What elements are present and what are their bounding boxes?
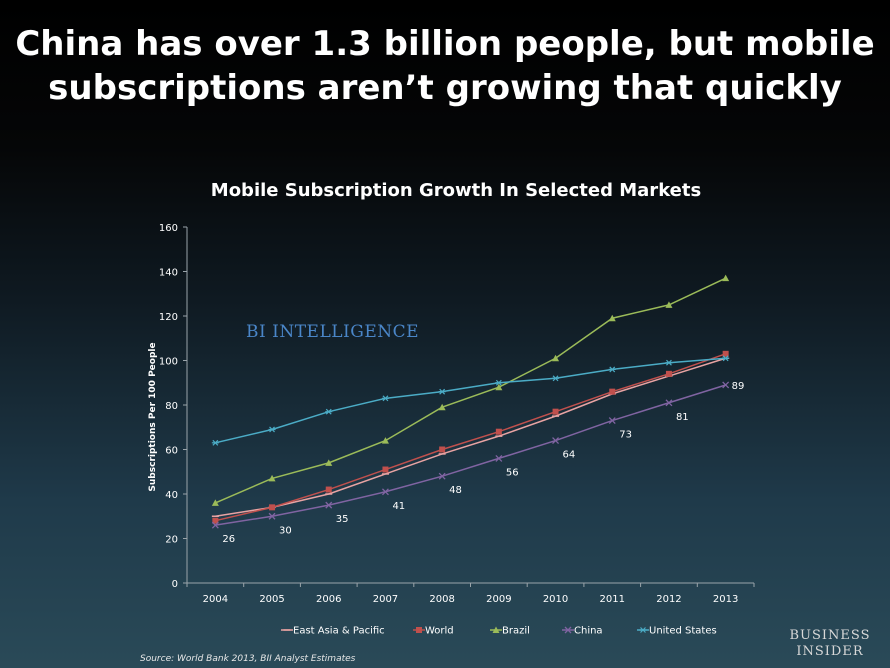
data-point-united-states	[325, 408, 333, 415]
y-tick-label: 0	[172, 579, 178, 590]
data-point-united-states	[552, 375, 560, 382]
data-point-china	[552, 437, 560, 445]
x-tick-label: 2013	[713, 594, 738, 605]
logo-line-2: INSIDER	[796, 644, 864, 659]
bi-intelligence-watermark: BI INTELLIGENCE	[246, 322, 420, 342]
data-point-brazil	[552, 354, 560, 362]
x-tick-label: 2011	[600, 594, 625, 605]
data-point-united-states	[268, 426, 276, 433]
x-tick-label: 2010	[543, 594, 568, 605]
data-point-china	[722, 381, 730, 389]
data-point-china	[438, 472, 446, 480]
data-point-china	[381, 488, 389, 496]
logo-line-1: BUSINESS	[789, 628, 871, 643]
legend-label-brazil: Brazil	[502, 626, 530, 637]
y-tick-label: 20	[165, 535, 178, 546]
data-point-united-states	[665, 359, 673, 366]
business-insider-logo: BUSINESS INSIDER	[780, 628, 880, 660]
data-point-world	[722, 350, 729, 357]
legend-label-east-asia-pacific: East Asia & Pacific	[293, 626, 385, 637]
data-point-world	[495, 428, 502, 435]
data-point-china	[268, 512, 276, 520]
x-tick-label: 2012	[656, 594, 681, 605]
chart-title: Mobile Subscription Growth In Selected M…	[210, 180, 702, 201]
data-point-brazil	[325, 459, 333, 466]
data-label-china: 89	[732, 381, 745, 392]
data-point-china	[211, 521, 219, 529]
legend-label-world: World	[425, 626, 454, 637]
x-tick-label: 2004	[203, 594, 228, 605]
data-label-china: 81	[676, 412, 689, 423]
legend-label-united-states: United States	[649, 626, 717, 637]
data-label-china: 73	[619, 430, 632, 441]
data-point-world	[212, 517, 219, 524]
data-point-united-states	[722, 355, 730, 362]
source-note: Source: World Bank 2013, BII Analyst Est…	[140, 654, 356, 664]
legend-marker-world	[416, 627, 422, 633]
y-tick-label: 140	[159, 268, 178, 279]
series-line-united-states	[215, 357, 726, 444]
headline-line-1: China has over 1.3 billion people, but m…	[15, 24, 875, 64]
data-point-world	[382, 466, 389, 473]
y-tick-label: 80	[165, 401, 178, 412]
data-point-brazil	[211, 499, 219, 506]
headline: China has over 1.3 billion people, but m…	[0, 22, 890, 110]
data-label-china: 64	[563, 450, 576, 461]
y-tick-label: 60	[165, 446, 178, 457]
legend-marker-united-states	[639, 627, 647, 633]
data-label-china: 30	[279, 525, 292, 536]
headline-line-2: subscriptions aren’t growing that quickl…	[48, 68, 842, 108]
data-point-world	[439, 446, 446, 453]
series-line-china	[215, 384, 726, 526]
data-point-china	[608, 417, 616, 425]
data-label-china: 48	[449, 485, 462, 496]
series-line-east-asia-pacific	[215, 357, 726, 517]
legend-marker-china	[564, 626, 572, 634]
series-line-brazil	[215, 277, 726, 504]
data-point-brazil	[722, 274, 730, 282]
x-tick-label: 2006	[316, 594, 341, 605]
data-point-world	[665, 370, 672, 377]
data-label-china: 56	[506, 467, 519, 478]
y-tick-label: 120	[159, 312, 178, 323]
data-label-china: 35	[336, 514, 349, 525]
legend-label-china: China	[574, 626, 603, 637]
y-tick-label: 100	[159, 357, 178, 368]
data-point-world	[325, 486, 332, 493]
data-point-united-states	[608, 366, 616, 373]
data-point-brazil	[438, 403, 446, 411]
data-label-china: 26	[222, 534, 235, 545]
data-point-world	[269, 504, 276, 511]
legend-marker-brazil	[492, 626, 500, 633]
data-point-world	[609, 388, 616, 395]
data-point-china	[665, 399, 673, 407]
series-line-world	[215, 353, 726, 522]
data-point-united-states	[495, 379, 503, 386]
data-point-brazil	[495, 383, 503, 391]
y-tick-label: 40	[165, 490, 178, 501]
x-tick-label: 2008	[429, 594, 454, 605]
data-point-brazil	[665, 301, 673, 308]
data-point-china	[495, 454, 503, 462]
data-point-united-states	[211, 439, 219, 446]
data-point-brazil	[268, 474, 276, 482]
data-label-china: 41	[392, 501, 405, 512]
x-tick-label: 2007	[373, 594, 398, 605]
data-point-brazil	[608, 314, 616, 322]
data-point-united-states	[438, 388, 446, 395]
data-point-united-states	[381, 395, 389, 402]
data-point-world	[552, 408, 559, 415]
y-axis-label: Subscriptions Per 100 People	[148, 342, 158, 491]
y-tick-label: 160	[159, 223, 178, 234]
data-point-brazil	[381, 437, 389, 444]
x-tick-label: 2005	[259, 594, 284, 605]
x-tick-label: 2009	[486, 594, 511, 605]
data-point-china	[325, 501, 333, 509]
